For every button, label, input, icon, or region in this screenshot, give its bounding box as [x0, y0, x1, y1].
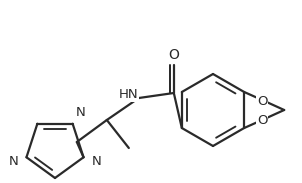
Text: O: O: [257, 113, 268, 126]
Text: O: O: [169, 48, 179, 62]
Text: O: O: [257, 96, 268, 109]
Text: N: N: [9, 155, 18, 168]
Text: HN: HN: [119, 89, 139, 102]
Text: N: N: [76, 106, 85, 119]
Text: N: N: [92, 155, 101, 168]
